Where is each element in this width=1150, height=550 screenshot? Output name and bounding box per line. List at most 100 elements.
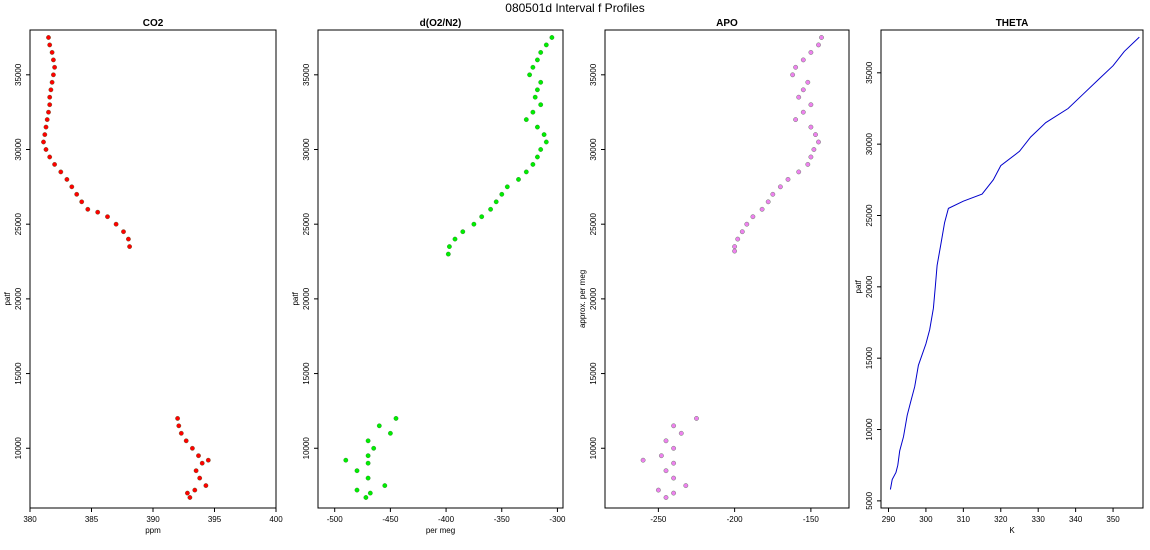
panel-co2-frame	[29, 29, 277, 509]
panel-theta-xtick-label: 350	[1106, 515, 1120, 524]
panel-d-o2-n2-point	[538, 147, 544, 152]
panel-d-o2-n2-ytick-label: 10000	[302, 437, 311, 460]
panel-apo-point	[808, 49, 814, 55]
panel-apo-point	[805, 79, 811, 85]
panel-apo-point	[735, 236, 741, 242]
panel-d-o2-n2-ytick-label: 20000	[302, 287, 311, 310]
panel-apo-point	[663, 468, 669, 474]
panel-d-o2-n2-point	[530, 64, 536, 70]
panel-apo-point	[671, 490, 677, 496]
panel-d-o2-n2-point	[363, 495, 369, 500]
panel-d-o2-n2-ytick-label: 25000	[302, 213, 311, 236]
panel-apo-frame	[604, 29, 850, 509]
panel-co2-point	[95, 209, 101, 215]
panel-co2-point	[193, 468, 199, 474]
panel-apo-point	[671, 445, 677, 451]
panel-apo-ytick-label: 15000	[589, 362, 598, 385]
panel-co2-point	[52, 161, 58, 167]
panel-theta-ytick-label: 10000	[865, 418, 874, 441]
panel-d-o2-n2-point	[538, 102, 544, 108]
panel-d-o2-n2-point	[445, 251, 451, 257]
panel-d-o2-n2-point	[530, 161, 536, 167]
panel-d-o2-n2-point	[387, 430, 393, 436]
panel-co2-point	[48, 87, 54, 93]
panel-apo-point	[750, 214, 756, 220]
panel-apo-point	[671, 475, 677, 481]
panel-co2-point	[47, 154, 53, 160]
panel-apo-point	[739, 229, 745, 235]
panel-apo-point	[694, 415, 699, 421]
panel-d-o2-n2-xtick-label: -350	[494, 515, 511, 524]
panel-co2-ytick-label: 35000	[14, 63, 23, 86]
panel-theta: THETA 290 300 310 320 330 340 350 5000 10000 15000…	[854, 18, 1144, 535]
panel-theta-xtick-label: 310	[957, 515, 971, 524]
panel-d-o2-n2-point	[488, 206, 494, 212]
panel-d-o2-n2-point	[493, 199, 499, 205]
panel-d-o2-n2-xtick-label: -450	[382, 515, 399, 524]
panel-co2-point	[187, 495, 193, 500]
panel-co2-point	[205, 457, 211, 463]
panel-co2-ytick-label: 25000	[14, 213, 23, 236]
panel-co2-point	[184, 490, 190, 496]
panel-co2-point	[58, 169, 64, 175]
panel-apo-point	[732, 244, 738, 250]
panel-co2-ytick-label: 15000	[14, 362, 23, 385]
panel-apo-ytick-label: 25000	[589, 213, 598, 236]
panel-d-o2-n2-point	[365, 453, 371, 459]
panel-d-o2-n2-point	[365, 475, 371, 481]
panel-d-o2-n2-point	[534, 124, 540, 130]
panel-d-o2-n2-xtick-label: -500	[327, 515, 344, 524]
panel-theta-series-line	[889, 36, 1140, 490]
panel-d-o2-n2-point	[534, 87, 540, 93]
panel-d-o2-n2-point	[534, 57, 540, 63]
panel-d-o2-n2-point	[532, 94, 538, 100]
panel-d-o2-n2-point	[367, 490, 373, 496]
panel-co2-xlabel: ppm	[145, 526, 161, 535]
panel-d-o2-n2-point	[543, 139, 549, 145]
panel-d-o2-n2-point	[538, 79, 544, 85]
panel-theta-ytick-label: 25000	[865, 204, 874, 227]
panel-theta-ytick-label: 5000	[865, 491, 874, 509]
panel-d-o2-n2-point	[479, 214, 485, 220]
panel-d-o2-n2-point	[446, 244, 452, 250]
panel-d-o2-n2-point	[499, 191, 505, 197]
panel-apo-title: APO	[716, 18, 738, 29]
panel-co2-point	[175, 415, 181, 421]
panel-d-o2-n2-frame	[317, 29, 564, 509]
panel-apo-xtick-label: -250	[650, 515, 667, 524]
panel-apo-ytick-label: 20000	[589, 287, 598, 310]
panel-d-o2-n2-point	[516, 176, 521, 182]
panel-d-o2-n2-point	[538, 49, 544, 55]
panel-co2-point	[46, 109, 51, 115]
panel-co2-point	[125, 236, 131, 242]
panel-co2-point	[50, 57, 56, 63]
panel-theta-xlabel: K	[1009, 526, 1015, 535]
panel-d-o2-n2-point	[365, 438, 371, 444]
panel-d-o2-n2-point	[393, 415, 399, 421]
panel-d-o2-n2-point	[376, 423, 382, 429]
panel-apo-point	[790, 72, 796, 78]
panel-co2-point	[199, 460, 205, 466]
panel-apo-point	[796, 169, 802, 175]
panel-apo-point	[785, 176, 791, 182]
panel-d-o2-n2-point	[382, 483, 388, 489]
panel-co2-point	[203, 483, 209, 489]
panel-apo-point	[808, 154, 814, 160]
panel-d-o2-n2-xlabel: per meg	[426, 526, 455, 535]
panel-theta-title: THETA	[996, 18, 1029, 29]
panel-co2-point	[105, 214, 110, 220]
panel-d-o2-n2-point	[365, 460, 371, 466]
panel-co2-title: CO2	[143, 18, 164, 29]
panel-co2-xtick-label: 390	[146, 515, 160, 524]
panel-theta-ytick-label: 35000	[865, 61, 874, 84]
panel-d-o2-n2-point	[354, 468, 360, 474]
panel-apo-point	[663, 438, 669, 444]
panel-co2-point	[49, 49, 55, 55]
panel-theta-xtick-label: 330	[1032, 515, 1046, 524]
panel-apo: APO -250 -200 -150 10000 15000 20000 25000 30000…	[578, 18, 850, 524]
panel-co2-point	[74, 191, 80, 197]
panel-d-o2-n2-point	[371, 445, 377, 451]
panel-apo-point	[793, 117, 799, 123]
panel-co2-point	[197, 475, 203, 481]
